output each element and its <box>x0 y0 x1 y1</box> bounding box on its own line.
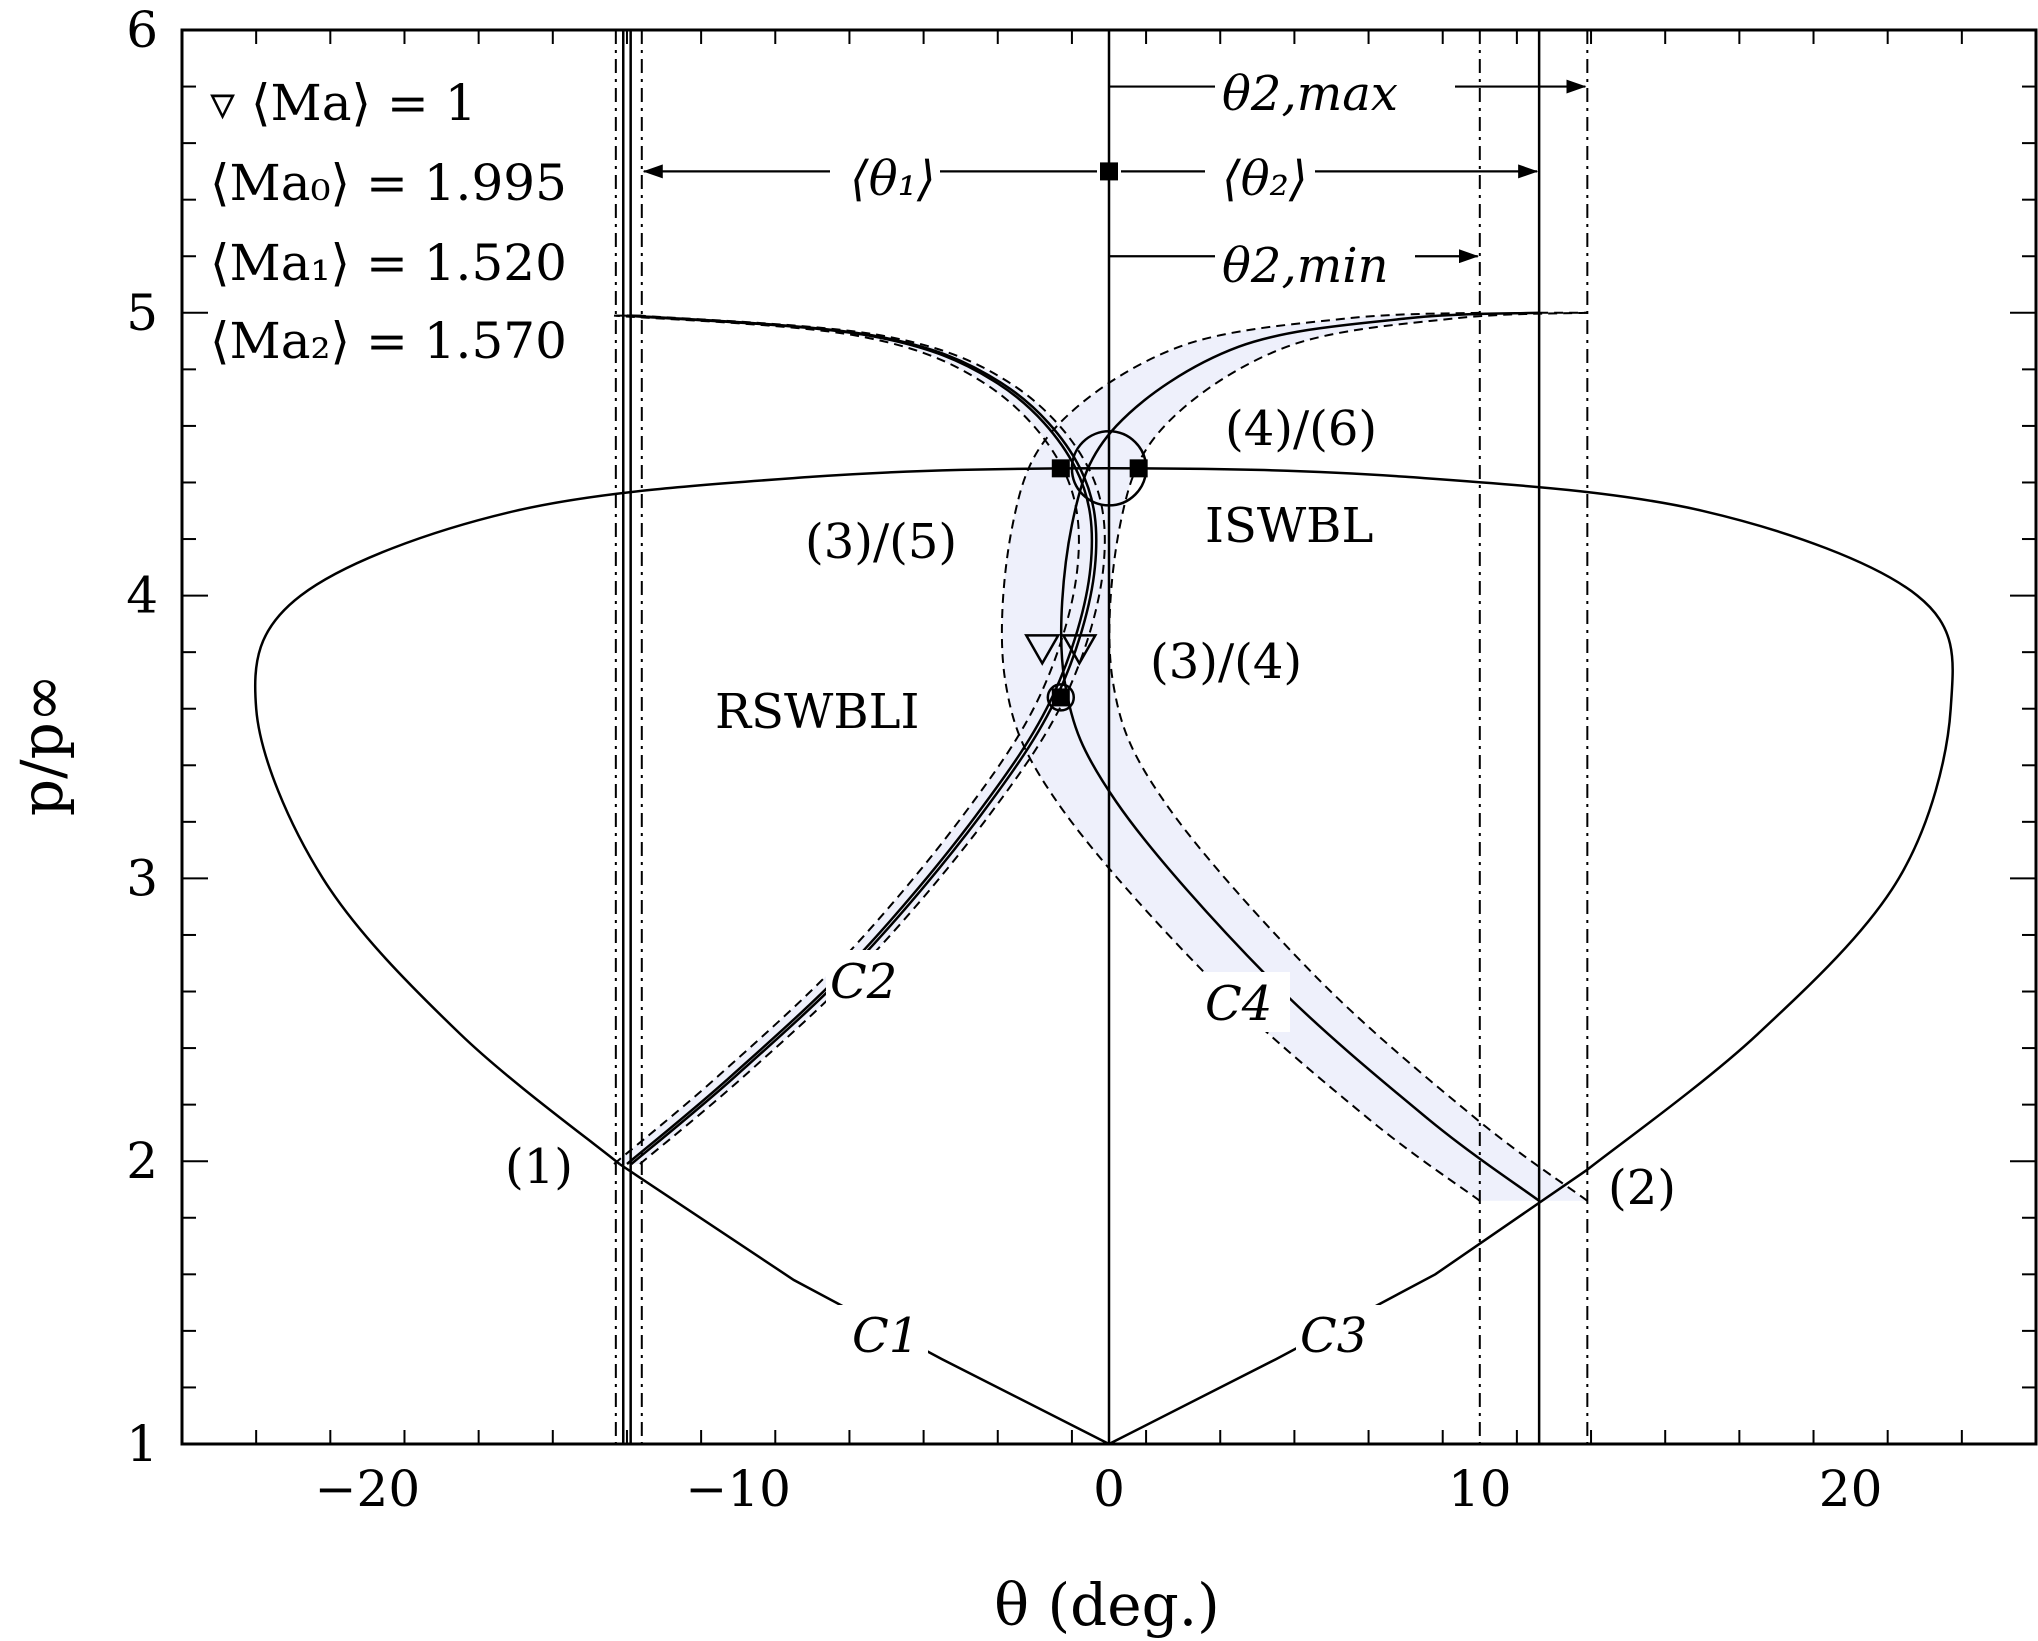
legend-line-1: ▿ ⟨Ma⟩ = 1 <box>210 74 477 132</box>
square-marker <box>1051 688 1070 707</box>
square-marker <box>1129 459 1148 478</box>
square-marker <box>1051 459 1070 478</box>
c2-dashed-right <box>639 314 1106 1165</box>
x-tick-label: 0 <box>1093 1460 1125 1518</box>
label-gap <box>1215 238 1415 294</box>
vertical-lines <box>614 30 1589 1444</box>
c4-dashed-left <box>1000 311 1481 1202</box>
theta2max-label: θ2,max <box>1222 66 1398 122</box>
y-tick-label: 1 <box>126 1415 158 1473</box>
x-axis-title: θ (deg.) <box>994 1571 1220 1639</box>
c2-label: C2 <box>830 954 897 1010</box>
label-gap <box>1215 68 1455 124</box>
x-tick-label: 10 <box>1448 1460 1512 1518</box>
c4-label: C4 <box>1205 976 1272 1032</box>
label-3-5: (3)/(5) <box>805 514 957 570</box>
triangle-marker <box>1061 634 1098 666</box>
curve-label-gap <box>826 950 916 1010</box>
y-axis-title: p/p∞ <box>8 674 76 816</box>
y-tick-label: 5 <box>126 284 158 342</box>
y-tick-label: 2 <box>126 1132 158 1190</box>
x-tick-label: −10 <box>685 1460 791 1518</box>
theta1-label: ⟨θ₁⟩ <box>850 151 936 207</box>
c1-label: C1 <box>852 1308 919 1364</box>
legend: ▿ ⟨Ma⟩ = 1 ⟨Ma₀⟩ = 1.995 ⟨Ma₁⟩ = 1.520 ⟨… <box>210 74 567 370</box>
c1-curve <box>618 1162 1110 1446</box>
c2-curve-inner <box>630 314 1098 1165</box>
c2-dashed-left <box>613 314 1080 1165</box>
curve-label-gap <box>1200 972 1290 1032</box>
y-tick-label: 4 <box>126 567 158 625</box>
axis-ticks: −20 −10 0 10 20 1 2 3 4 5 6 <box>126 1 2037 1518</box>
legend-line-2: ⟨Ma₀⟩ = 1.995 <box>210 154 567 212</box>
theta-arrows <box>642 68 1587 1365</box>
y-tick-label: 6 <box>126 1 158 59</box>
curve-label-gap <box>838 1305 928 1365</box>
label-4-6: (4)/(6) <box>1225 401 1377 457</box>
legend-line-3: ⟨Ma₁⟩ = 1.520 <box>210 234 567 292</box>
c4-dashed-right <box>1108 311 1588 1202</box>
point-1-label: (1) <box>505 1139 573 1195</box>
triangle-marker <box>1024 634 1061 666</box>
legend-line-4: ⟨Ma₂⟩ = 1.570 <box>210 312 567 370</box>
c4-curve <box>1059 311 1540 1202</box>
x-tick-label: 20 <box>1819 1460 1883 1518</box>
rswbli-label: RSWBLI <box>715 684 919 740</box>
point-2-label: (2) <box>1608 1160 1676 1216</box>
markers <box>1024 162 1148 712</box>
c4-band <box>1001 312 1588 1201</box>
shaded-bands <box>614 312 1588 1201</box>
label-3-4: (3)/(4) <box>1150 634 1302 690</box>
theta2min-label: θ2,min <box>1222 238 1388 294</box>
x-tick-label: −20 <box>315 1460 421 1518</box>
c3-label: C3 <box>1300 1308 1367 1364</box>
annotations: (1) (2) (3)/(5) (4)/(6) (3)/(4) ISWBL RS… <box>505 66 1676 1364</box>
plot-frame <box>180 28 2038 1446</box>
label-gap <box>1205 155 1315 207</box>
circle-marker <box>1046 683 1076 712</box>
label-gap <box>830 155 940 207</box>
theta2-label: ⟨θ₂⟩ <box>1222 151 1308 207</box>
iswbl-label: ISWBL <box>1205 498 1373 554</box>
y-tick-label: 3 <box>126 849 158 907</box>
curve-label-gap <box>1296 1305 1386 1365</box>
square-marker <box>1100 162 1118 181</box>
